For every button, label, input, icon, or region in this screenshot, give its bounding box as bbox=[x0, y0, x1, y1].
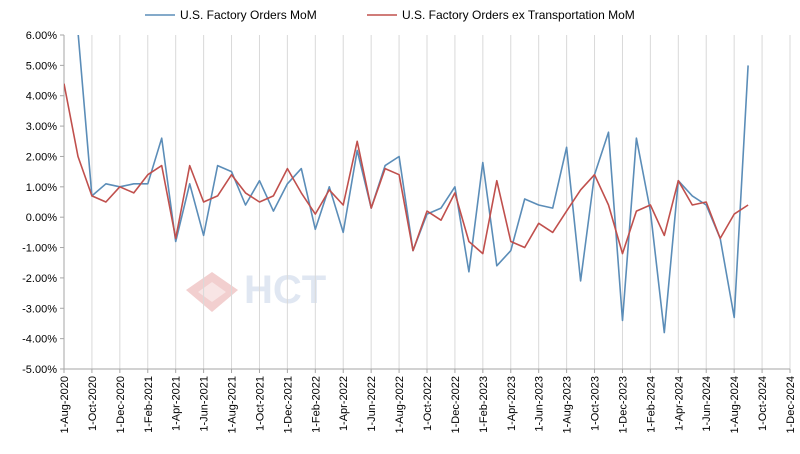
x-tick-label-14: 1-Dec-2022 bbox=[450, 376, 462, 433]
x-tick-label-19: 1-Oct-2023 bbox=[590, 376, 602, 431]
x-tick-label-16: 1-Apr-2023 bbox=[506, 376, 518, 431]
x-tick-label-24: 1-Aug-2024 bbox=[729, 376, 741, 434]
x-axis-tick-labels: 1-Aug-2020 1-Oct-2020 1-Dec-2020 1-Feb-2021… bbox=[59, 369, 797, 434]
y-tick-label-2: 4.00% bbox=[26, 91, 57, 103]
x-tick-label-7: 1-Oct-2021 bbox=[254, 376, 266, 431]
y-axis-tick-labels: 6.00% 5.00% 4.00% 3.00% 2.00% 1.00% 0.00% -1.00… bbox=[22, 30, 64, 376]
y-tick-label-6: 0.00% bbox=[26, 212, 57, 224]
series-line-0 bbox=[77, 35, 749, 334]
x-tick-label-8: 1-Dec-2021 bbox=[282, 376, 294, 433]
x-tick-label-23: 1-Jun-2024 bbox=[701, 376, 713, 432]
legend-label-factory-orders: U.S. Factory Orders MoM bbox=[180, 8, 317, 22]
series-line-1 bbox=[64, 83, 749, 255]
x-tick-label-5: 1-Jun-2021 bbox=[199, 376, 211, 432]
x-tick-label-2: 1-Dec-2020 bbox=[115, 376, 127, 433]
x-tick-label-6: 1-Aug-2021 bbox=[227, 376, 239, 434]
x-tick-label-15: 1-Feb-2023 bbox=[478, 376, 490, 433]
watermark-text: HCT bbox=[244, 268, 326, 312]
y-tick-label-4: 2.00% bbox=[26, 151, 57, 163]
x-tick-label-1: 1-Oct-2020 bbox=[87, 376, 99, 431]
x-tick-label-25: 1-Oct-2024 bbox=[757, 376, 769, 431]
x-tick-label-18: 1-Aug-2023 bbox=[562, 376, 574, 434]
y-tick-label-0: 6.00% bbox=[26, 30, 57, 42]
x-tick-label-22: 1-Apr-2024 bbox=[673, 376, 685, 431]
y-tick-label-8: -2.00% bbox=[22, 273, 57, 285]
y-tick-label-7: -1.00% bbox=[22, 243, 57, 255]
x-tick-label-13: 1-Oct-2022 bbox=[422, 376, 434, 431]
y-tick-label-1: 5.00% bbox=[26, 60, 57, 72]
watermark-logo: HCT bbox=[186, 268, 326, 312]
x-tick-label-17: 1-Jun-2023 bbox=[534, 376, 546, 432]
x-tick-label-26: 1-Dec-2024 bbox=[785, 376, 797, 433]
x-tick-label-0: 1-Aug-2020 bbox=[59, 376, 71, 434]
y-tick-label-11: -5.00% bbox=[22, 364, 57, 376]
x-tick-label-3: 1-Feb-2021 bbox=[143, 376, 155, 433]
x-tick-label-21: 1-Feb-2024 bbox=[645, 376, 657, 433]
vertical-gridlines bbox=[63, 35, 791, 369]
x-tick-label-10: 1-Apr-2022 bbox=[338, 376, 350, 431]
y-tick-label-10: -4.00% bbox=[22, 334, 57, 346]
x-tick-label-11: 1-Jun-2022 bbox=[366, 376, 378, 432]
x-tick-label-12: 1-Aug-2022 bbox=[394, 376, 406, 434]
series-lines bbox=[64, 35, 749, 334]
x-tick-label-4: 1-Apr-2021 bbox=[171, 376, 183, 431]
legend-label-factory-orders-ex-transportation: U.S. Factory Orders ex Transportation Mo… bbox=[402, 8, 635, 22]
y-tick-label-5: 1.00% bbox=[26, 182, 57, 194]
x-tick-label-20: 1-Dec-2023 bbox=[617, 376, 629, 433]
y-tick-label-9: -3.00% bbox=[22, 303, 57, 315]
x-tick-label-9: 1-Feb-2022 bbox=[310, 376, 322, 433]
y-tick-label-3: 3.00% bbox=[26, 121, 57, 133]
legend: U.S. Factory Orders MoM U.S. Factory Ord… bbox=[145, 8, 635, 22]
watermark-diamond-inner-icon bbox=[198, 282, 226, 302]
